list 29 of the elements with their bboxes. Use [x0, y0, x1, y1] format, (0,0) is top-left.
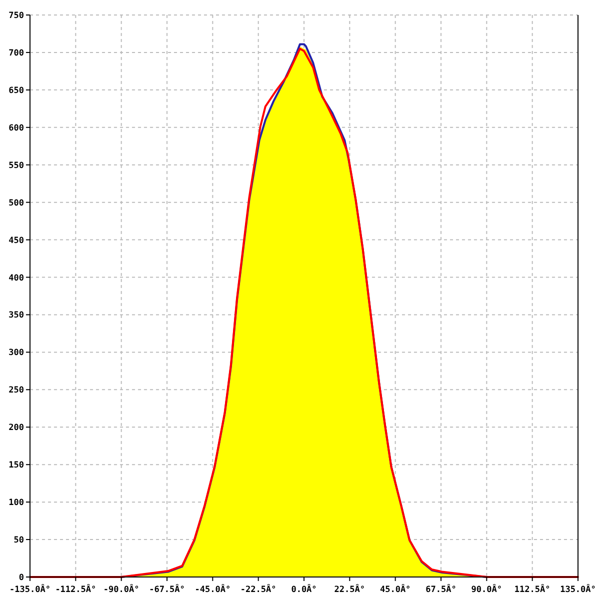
- x-tick-label: 22.5Â°: [334, 584, 366, 595]
- x-tick-label: -135.0Â°: [10, 584, 50, 595]
- x-tick-label: 135.0Â°: [560, 584, 596, 595]
- y-tick-label: 100: [8, 498, 24, 508]
- y-tick-label: 150: [8, 460, 24, 471]
- y-tick-label: 350: [8, 310, 24, 321]
- x-tick-label: 0.0Â°: [291, 584, 317, 595]
- x-tick-label: -90.0Â°: [103, 584, 140, 595]
- y-tick-label: 200: [8, 423, 24, 434]
- x-tick-label: 90.0Â°: [471, 584, 502, 595]
- x-tick-label: -67.5Â°: [149, 584, 185, 595]
- y-tick-label: 550: [8, 160, 24, 171]
- x-tick-label: 112.5Â°: [514, 584, 550, 595]
- y-tick-label: 750: [8, 11, 24, 21]
- y-tick-label: 500: [8, 198, 24, 208]
- x-tick-label: -45.0Â°: [194, 584, 231, 595]
- y-tick-label: 450: [8, 236, 24, 246]
- y-tick-label: 600: [8, 123, 24, 134]
- x-tick-label: -22.5Â°: [240, 584, 276, 595]
- y-tick-label: 250: [8, 386, 24, 396]
- y-tick-label: 50: [14, 536, 24, 546]
- y-tick-label: 650: [8, 86, 24, 96]
- x-tick-label: -112.5Â°: [55, 584, 96, 595]
- y-tick-label: 400: [8, 273, 24, 284]
- y-tick-label: 700: [8, 48, 24, 58]
- x-tick-label: 67.5Â°: [426, 584, 456, 595]
- y-tick-label: 0: [18, 573, 24, 583]
- y-tick-label: 300: [8, 348, 24, 358]
- x-tick-label: 45.0Â°: [380, 584, 411, 595]
